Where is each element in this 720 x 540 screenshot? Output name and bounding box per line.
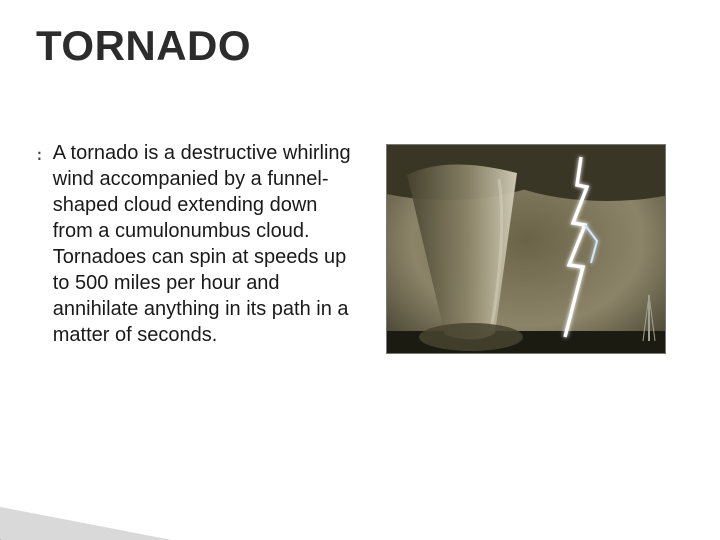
wedge-outer [0,480,380,540]
slide-title: TORNADO [36,22,684,70]
body-text: A tornado is a destructive whirling wind… [53,140,356,348]
wedge-inner [0,518,260,540]
bullet-icon: ։ [36,141,43,167]
tornado-image [386,144,666,354]
bullet-block: ։ A tornado is a destructive whirling wi… [36,140,356,348]
accent-wedge [0,440,380,540]
slide: TORNADO ։ A tornado is a destructive whi… [0,0,720,540]
debris-cloud [419,323,523,351]
tornado-svg [387,145,666,354]
content-row: ։ A tornado is a destructive whirling wi… [36,140,684,354]
